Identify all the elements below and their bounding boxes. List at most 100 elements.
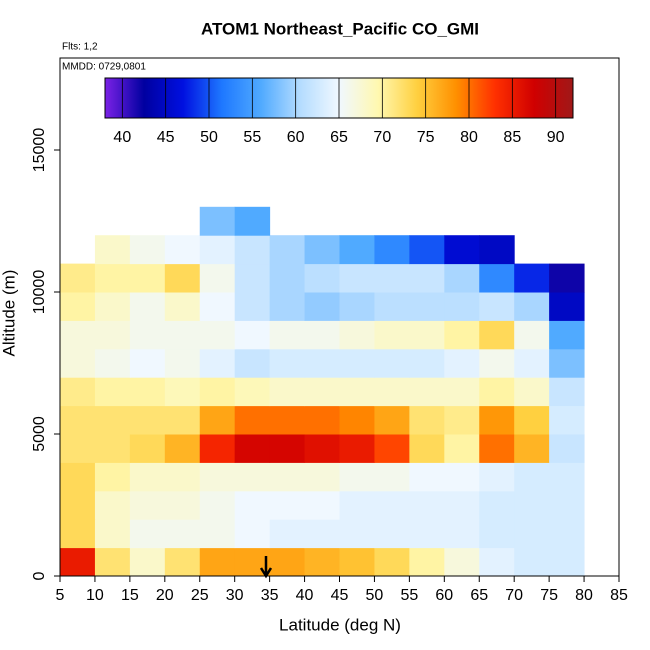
x-tick-label: 55 [400,587,418,604]
cell [199,320,236,350]
cell [514,348,550,378]
x-axis-label: Latitude (deg N) [279,615,401,634]
cell [479,405,515,435]
cell [549,292,585,321]
cell [199,405,236,435]
cell [129,377,166,407]
cell [129,348,166,378]
cell [549,263,585,293]
cell [409,377,445,407]
cell [199,377,236,407]
cell [164,462,201,492]
chart-title: ATOM1 Northeast_Pacific CO_GMI [201,19,479,38]
cell [234,434,271,463]
cell [60,519,96,549]
cell [339,462,375,492]
cell [374,519,410,549]
cell [304,263,340,293]
cell [60,263,96,293]
cell [304,292,340,321]
x-tick-label: 65 [470,587,488,604]
cell [164,547,201,577]
cell [94,547,131,577]
cell [374,462,410,492]
cell [269,292,306,321]
colorbar-tick-label: 85 [503,129,521,146]
cell [549,547,585,577]
cell [409,519,445,549]
cell [514,547,550,577]
cell [129,490,166,520]
cell [304,405,340,435]
cell [60,490,96,520]
cell [164,490,201,520]
cell [444,547,480,577]
cell [479,462,515,492]
cell [199,292,236,321]
cell [339,292,375,321]
cell [514,377,550,407]
cell [409,320,445,350]
cell [94,292,131,321]
cell [339,263,375,293]
y-tick-label: 5000 [31,416,48,452]
cell [479,377,515,407]
cell [269,434,306,463]
cell [339,348,375,378]
x-tick-label: 80 [575,587,593,604]
cell [374,377,410,407]
cell [269,462,306,492]
x-tick-label: 85 [610,587,628,604]
cell [94,235,131,265]
cell [514,462,550,492]
arrow [259,556,273,579]
cell [339,235,375,265]
cell [479,235,515,265]
cell [374,490,410,520]
cell [94,490,131,520]
cell [60,377,96,407]
cell [94,434,131,463]
cell [479,348,515,378]
x-tick-label: 45 [331,587,349,604]
cell [444,235,480,265]
cell [129,263,166,293]
cell [514,405,550,435]
x-tick-label: 20 [156,587,174,604]
cell [514,292,550,321]
cell [60,292,96,321]
cell [444,292,480,321]
cell [269,320,306,350]
cell [514,263,550,293]
cell [409,490,445,520]
cell [409,235,445,265]
cell [444,490,480,520]
cell [164,377,201,407]
x-tick-label: 70 [505,587,523,604]
cell [549,405,585,435]
cell [409,348,445,378]
cell [549,348,585,378]
cell [479,547,515,577]
cell [479,263,515,293]
x-tick-label: 60 [435,587,453,604]
colorbar-tick-label: 55 [243,129,261,146]
colorbar-tick-label: 90 [547,129,565,146]
cell [269,547,306,577]
cell [164,292,201,321]
cell [199,519,236,549]
cell [409,263,445,293]
cell [164,235,201,265]
cell [444,263,480,293]
cell [374,292,410,321]
cell [374,235,410,265]
y-tick-label: 0 [31,571,48,580]
cell [479,490,515,520]
cell [304,348,340,378]
cell [60,320,96,350]
cell [199,206,236,236]
cell [304,235,340,265]
x-tick-label: 25 [191,587,209,604]
cell [339,547,375,577]
